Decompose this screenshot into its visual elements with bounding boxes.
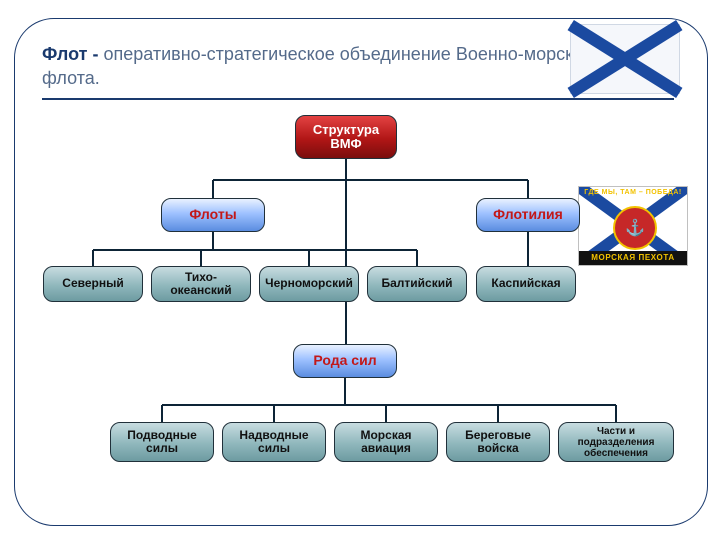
rod-1: Надводные силы: [222, 422, 326, 462]
rod-4: Части и подразделения обеспечения: [558, 422, 674, 462]
flotilla-child-0: Каспийская: [476, 266, 576, 302]
title-rule: [42, 98, 674, 100]
rods-node: Рода сил: [293, 344, 397, 378]
rod-2: Морская авиация: [334, 422, 438, 462]
page-title: Флот - оперативно-стратегическое объедин…: [42, 42, 602, 91]
rod-3: Береговые войска: [446, 422, 550, 462]
naval-ensign-flag: [570, 24, 680, 94]
title-lead: Флот -: [42, 44, 103, 64]
rod-0: Подводные силы: [110, 422, 214, 462]
level2-flotilla: Флотилия: [476, 198, 580, 232]
anchor-icon: ⚓: [625, 218, 645, 238]
fleet-3: Балтийский: [367, 266, 467, 302]
fleet-1: Тихо-океанский: [151, 266, 251, 302]
title-rest: оперативно-стратегическое объединение Во…: [42, 44, 599, 88]
emblem-band: МОРСКАЯ ПЕХОТА: [579, 251, 687, 265]
emblem-motto: ГДЕ МЫ, ТАМ – ПОБЕДА!: [579, 189, 687, 196]
level2-fleets: Флоты: [161, 198, 265, 232]
fleet-2: Черноморский: [259, 266, 359, 302]
fleet-0: Северный: [43, 266, 143, 302]
root-node: Структура ВМФ: [295, 115, 397, 159]
marines-emblem: ГДЕ МЫ, ТАМ – ПОБЕДА! ⚓ МОРСКАЯ ПЕХОТА: [578, 186, 688, 266]
